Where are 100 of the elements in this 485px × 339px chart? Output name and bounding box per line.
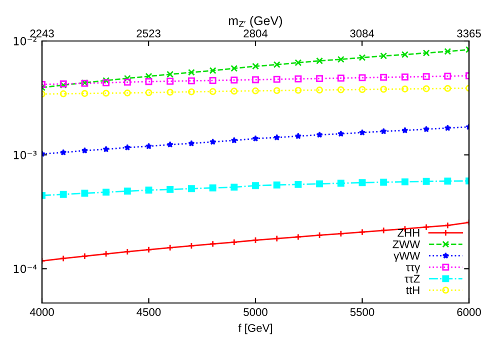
point <box>316 57 324 64</box>
point <box>358 179 366 186</box>
x-tick-label: 4000 <box>30 308 54 316</box>
point <box>358 129 366 136</box>
point <box>102 77 110 84</box>
point <box>124 89 131 96</box>
point <box>102 79 110 86</box>
point <box>294 75 302 82</box>
point <box>337 74 344 82</box>
point <box>124 74 131 82</box>
point <box>188 77 195 84</box>
point <box>380 178 388 186</box>
point <box>124 78 131 86</box>
point <box>188 88 195 96</box>
point <box>230 88 238 95</box>
point <box>422 73 430 80</box>
point <box>380 128 387 134</box>
point <box>337 56 344 63</box>
point <box>252 236 259 244</box>
point <box>274 134 280 140</box>
point <box>252 87 259 94</box>
point <box>166 70 174 78</box>
point <box>188 140 195 146</box>
point <box>209 88 216 95</box>
point <box>273 76 280 83</box>
point <box>166 78 174 85</box>
point <box>145 89 152 96</box>
point <box>380 52 388 60</box>
point <box>102 250 110 258</box>
x-tick-label: 5000 <box>244 308 268 316</box>
point <box>230 136 238 144</box>
point <box>209 184 216 192</box>
point <box>60 90 67 98</box>
point <box>337 230 344 238</box>
point <box>60 190 67 198</box>
point <box>273 61 280 68</box>
x2-tick-label: 2523 <box>136 30 160 38</box>
point <box>102 188 110 196</box>
x2-axis-title: m$_{Z′}$ (GeV) <box>228 16 282 28</box>
x-axis-title: f [GeV] <box>238 324 272 334</box>
x2-tick-label: 2243 <box>30 30 54 38</box>
point <box>81 147 88 154</box>
legend-label: ttH <box>406 286 420 294</box>
point <box>145 142 152 150</box>
point <box>444 124 451 131</box>
legend-label: ZWW <box>392 240 420 248</box>
y-tick-label: 10⁻⁴ <box>14 264 37 274</box>
point <box>380 86 388 93</box>
point <box>316 180 324 188</box>
point <box>316 131 323 138</box>
point <box>166 186 174 193</box>
point <box>401 86 408 92</box>
point <box>337 86 344 94</box>
point <box>294 180 302 188</box>
point <box>444 222 452 229</box>
point <box>102 146 110 152</box>
legend-label: ZHH <box>398 229 420 237</box>
point <box>422 50 430 56</box>
y-tick-label: 10⁻³ <box>14 150 37 160</box>
point <box>145 78 152 86</box>
point <box>209 240 216 248</box>
point <box>422 85 430 92</box>
point <box>444 84 452 92</box>
point <box>252 62 259 70</box>
point <box>401 51 408 58</box>
point <box>166 88 174 96</box>
y-tick-label: 10⁻² <box>14 36 36 46</box>
point <box>230 64 238 72</box>
point <box>188 242 195 250</box>
point <box>124 144 131 150</box>
point <box>358 228 366 236</box>
point <box>316 86 324 94</box>
point <box>60 148 67 156</box>
point <box>273 181 280 188</box>
x-tick-label: 5500 <box>350 308 374 316</box>
point <box>316 232 324 239</box>
point <box>444 48 452 55</box>
point <box>209 77 216 84</box>
point <box>230 184 238 191</box>
point <box>60 255 67 262</box>
legend-label: γWW <box>394 252 420 262</box>
point <box>230 238 238 246</box>
point <box>294 59 302 66</box>
point <box>252 76 259 84</box>
point <box>166 244 174 252</box>
point <box>380 226 388 234</box>
point <box>316 75 324 82</box>
point <box>358 54 366 62</box>
point <box>81 90 88 97</box>
point <box>401 74 408 80</box>
point <box>444 72 452 80</box>
point <box>81 252 88 260</box>
point <box>401 178 408 186</box>
point <box>273 235 280 242</box>
point <box>294 86 302 94</box>
point <box>209 138 216 145</box>
point <box>81 190 88 197</box>
x-tick-label: 4500 <box>136 308 161 316</box>
point <box>124 248 131 256</box>
legend-label: ττγ <box>406 265 420 274</box>
